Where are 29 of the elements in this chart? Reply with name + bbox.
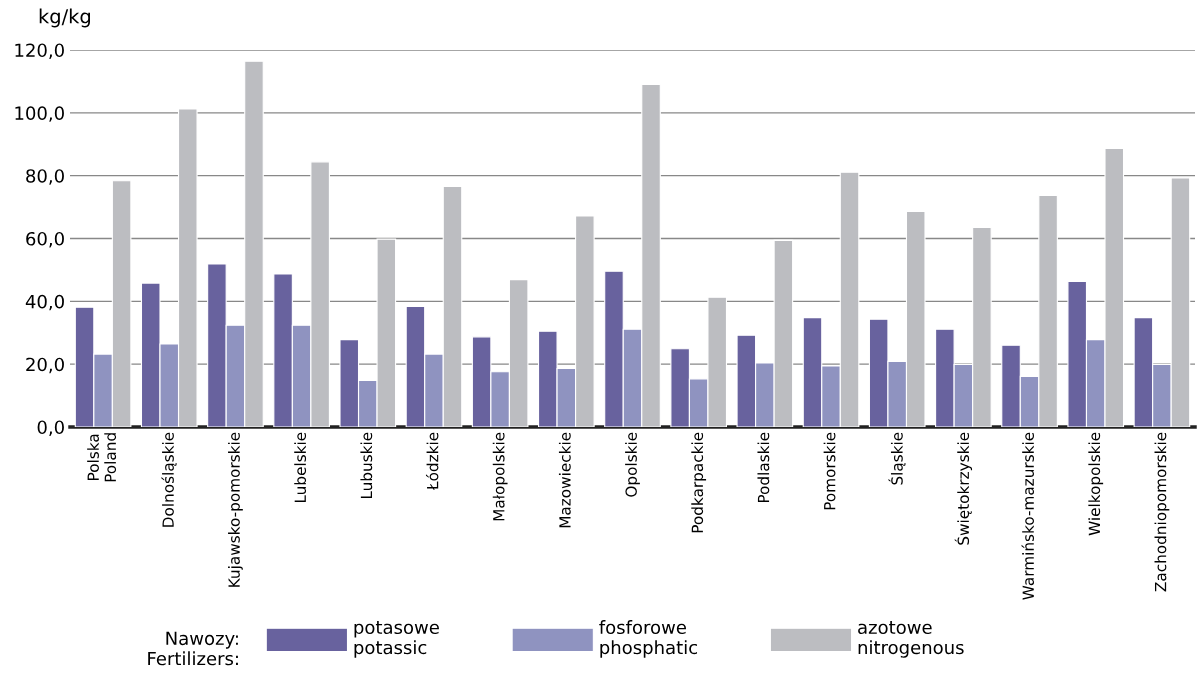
x-tick-label: Opolskie <box>625 432 640 497</box>
x-tick-label: Śląskie <box>888 432 906 485</box>
legend-label: potasowe potassic <box>354 621 439 658</box>
x-tick-label: Kujawsko-pomorskie <box>228 432 243 587</box>
legend-title: Nawozy: Fertilizers: <box>148 631 238 666</box>
x-tick-label: Mazowieckie <box>558 432 571 528</box>
y-tick-label: 20,0 <box>26 357 64 374</box>
x-tick-label: Zachodniopomorskie <box>1154 432 1170 592</box>
x-tick-label: Świętokrzyskie <box>954 432 973 545</box>
y-tick-label: 100,0 <box>15 106 64 122</box>
x-tick-label: Warmińsko-mazurskie <box>1021 432 1034 600</box>
x-tick-label: Pomorskie <box>823 432 836 510</box>
y-tick-label: 80,0 <box>26 169 64 185</box>
x-tick-label: Dolnośląskie <box>161 432 177 527</box>
x-tick-label: Podkarpackie <box>691 432 707 533</box>
x-tick-label: Lubelskie <box>294 432 307 503</box>
y-tick-label: 40,0 <box>25 294 64 311</box>
y-tick-label: 0,0 <box>37 420 64 436</box>
x-tick-label: Polska Poland <box>87 433 117 482</box>
x-tick-label: Łódzkie <box>425 432 439 491</box>
legend-label: azotowe nitrogenous <box>858 621 964 658</box>
y-tick-label: 120,0 <box>15 43 64 59</box>
x-tick-label: Wielkopolskie <box>1088 432 1104 536</box>
x-tick-label: Małopolskie <box>492 432 508 521</box>
y-axis-title: kg/kg <box>39 8 90 28</box>
x-tick-label: Lubuskie <box>360 432 373 499</box>
legend-label: fosforowe phosphatic <box>599 620 698 658</box>
y-tick-label: 60,0 <box>26 231 64 248</box>
x-tick-label: Podlaskie <box>757 432 770 503</box>
